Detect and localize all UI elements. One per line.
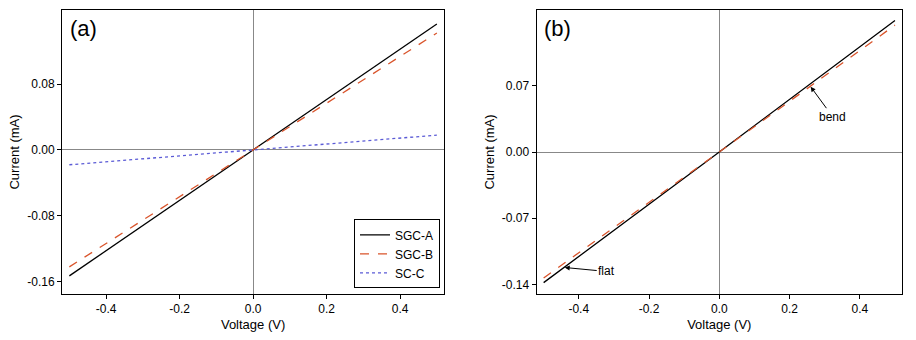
svg-text:0.00: 0.00 [506,145,530,159]
svg-text:-0.2: -0.2 [169,302,190,316]
svg-text:bend: bend [819,110,846,124]
svg-text:flat: flat [598,264,615,278]
svg-text:SGC-B: SGC-B [395,248,433,262]
svg-text:-0.08: -0.08 [27,209,55,223]
svg-text:(a): (a) [70,16,97,41]
svg-text:-0.14: -0.14 [502,278,530,292]
svg-text:0.2: 0.2 [318,302,335,316]
svg-text:0.2: 0.2 [781,302,798,316]
svg-text:0.4: 0.4 [851,302,868,316]
svg-text:SC-C: SC-C [395,267,425,281]
svg-text:Current (mA): Current (mA) [7,114,22,189]
svg-text:0.07: 0.07 [506,79,530,93]
svg-text:0.0: 0.0 [245,302,262,316]
svg-text:Current (mA): Current (mA) [482,114,497,189]
svg-text:Voltage (V): Voltage (V) [687,317,751,332]
svg-text:-0.16: -0.16 [27,275,55,289]
svg-text:0.4: 0.4 [392,302,409,316]
svg-text:-0.4: -0.4 [568,302,589,316]
svg-text:0.0: 0.0 [711,302,728,316]
svg-text:0.08: 0.08 [31,77,55,91]
svg-text:-0.07: -0.07 [502,211,530,225]
svg-text:-0.4: -0.4 [96,302,117,316]
svg-text:0.00: 0.00 [31,143,55,157]
svg-text:Voltage (V): Voltage (V) [221,317,285,332]
svg-text:-0.2: -0.2 [639,302,660,316]
svg-text:SGC-A: SGC-A [395,229,433,243]
svg-text:(b): (b) [544,16,571,41]
